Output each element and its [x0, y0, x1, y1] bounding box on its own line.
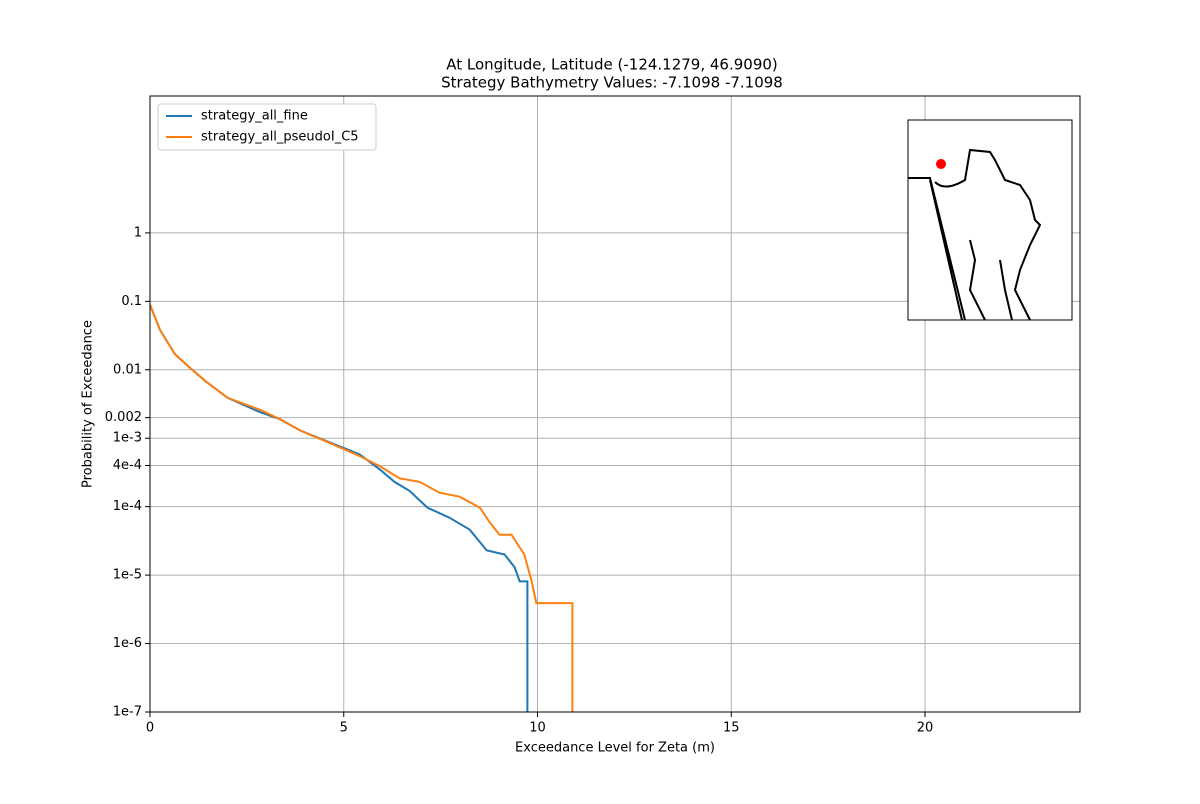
- inset-map: [907, 119, 1073, 321]
- y-axis-label: Probability of Exceedance: [81, 320, 96, 488]
- x-tick-label: 5: [340, 721, 348, 736]
- chart-subtitle: Strategy Bathymetry Values: -7.1098 -7.1…: [441, 74, 783, 92]
- data-line: [150, 304, 529, 712]
- inset-frame: [907, 119, 1073, 321]
- y-tick-label: 0.1: [121, 294, 142, 309]
- x-tick-label: 0: [146, 721, 154, 736]
- location-marker: [936, 159, 946, 169]
- y-tick-label: 1: [134, 225, 142, 240]
- plot-frame: [149, 95, 1081, 713]
- coastline: [908, 148, 1042, 321]
- y-tick-label: 1e-7: [113, 705, 142, 720]
- legend-label: strategy_all_pseudoI_C5: [201, 130, 359, 145]
- y-tick-label: 4e-4: [113, 458, 142, 473]
- data-line: [150, 304, 574, 712]
- chart-title: At Longitude, Latitude (-124.1279, 46.90…: [446, 56, 778, 74]
- y-tick-label: 1e-6: [113, 636, 142, 651]
- y-tick-label: 0.01: [113, 362, 142, 377]
- y-tick-label: 1e-4: [113, 499, 142, 514]
- y-tick-label: 1e-3: [113, 431, 142, 446]
- x-tick-label: 10: [529, 721, 546, 736]
- legend-label: strategy_all_fine: [201, 109, 308, 124]
- y-tick-label: 0.002: [105, 410, 142, 425]
- y-tick-label: 1e-5: [113, 568, 142, 583]
- x-axis-label: Exceedance Level for Zeta (m): [515, 741, 715, 756]
- legend-box: [157, 103, 377, 151]
- x-tick-label: 20: [917, 721, 934, 736]
- x-tick-label: 15: [723, 721, 740, 736]
